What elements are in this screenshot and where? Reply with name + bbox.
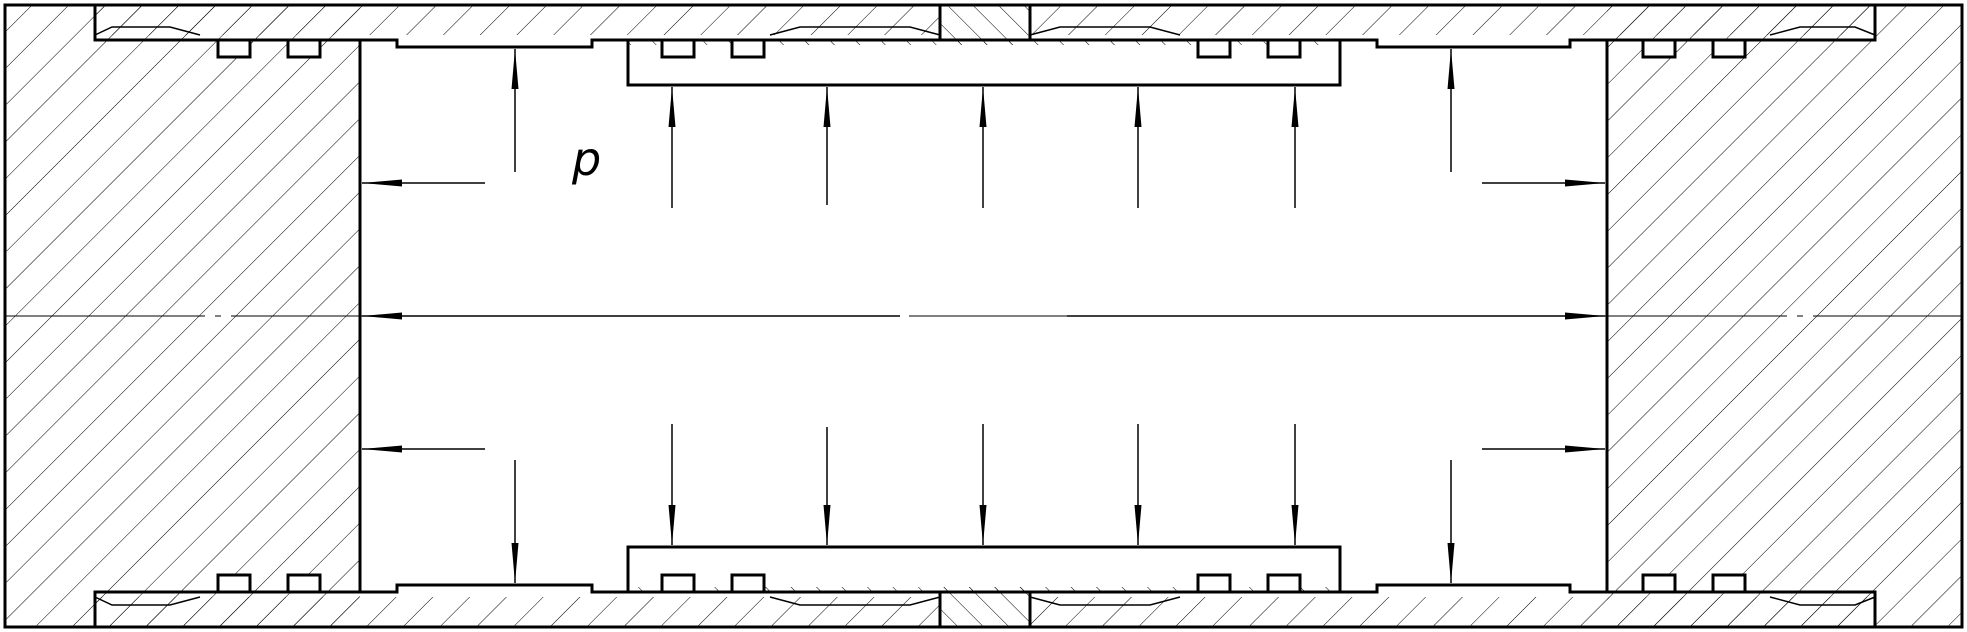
bottom-thread-contour — [1029, 596, 1181, 606]
bottom-shell-bore-profile — [93, 583, 1877, 627]
top-seal-groove — [1266, 38, 1302, 59]
top-seal-groove — [1711, 38, 1747, 59]
bottom-seal-groove — [1711, 573, 1747, 594]
top-seal-groove — [730, 38, 766, 59]
top-thread-contour — [1769, 26, 1876, 36]
pressure-label: p — [571, 132, 601, 186]
top-outer-shell-right — [1030, 5, 1875, 35]
bottom-thread-contour — [769, 596, 941, 606]
top-center-coupler — [940, 5, 1030, 45]
top-seal-groove — [1641, 38, 1677, 59]
bottom-thread-contour — [1769, 596, 1876, 606]
bottom-seal-groove — [216, 573, 252, 594]
bottom-seal-groove — [1641, 573, 1677, 594]
bottom-seal-groove — [730, 573, 766, 594]
top-thread-contour — [1029, 26, 1181, 36]
bottom-coupler-outline — [938, 592, 1032, 627]
bottom-center-coupler — [940, 587, 1030, 627]
top-coupler-outline — [938, 5, 1032, 40]
top-seal-groove — [1196, 38, 1232, 59]
bottom-seal-groove — [660, 573, 696, 594]
top-shell-bore-profile — [93, 5, 1877, 49]
bottom-outer-shell-left — [95, 597, 940, 627]
top-seal-groove — [216, 38, 252, 59]
top-seal-groove — [286, 38, 322, 59]
bottom-thread-contour — [94, 596, 201, 606]
top-outer-shell-left — [95, 5, 940, 35]
bottom-seal-groove — [286, 573, 322, 594]
bottom-outer-shell-right — [1030, 597, 1875, 627]
top-sleeve-outline — [626, 38, 1342, 87]
bottom-seal-groove — [1196, 573, 1232, 594]
top-thread-contour — [94, 26, 201, 36]
bottom-seal-groove — [1266, 573, 1302, 594]
top-seal-groove — [660, 38, 696, 59]
bottom-sleeve-outline — [626, 545, 1342, 594]
top-thread-contour — [769, 26, 941, 36]
